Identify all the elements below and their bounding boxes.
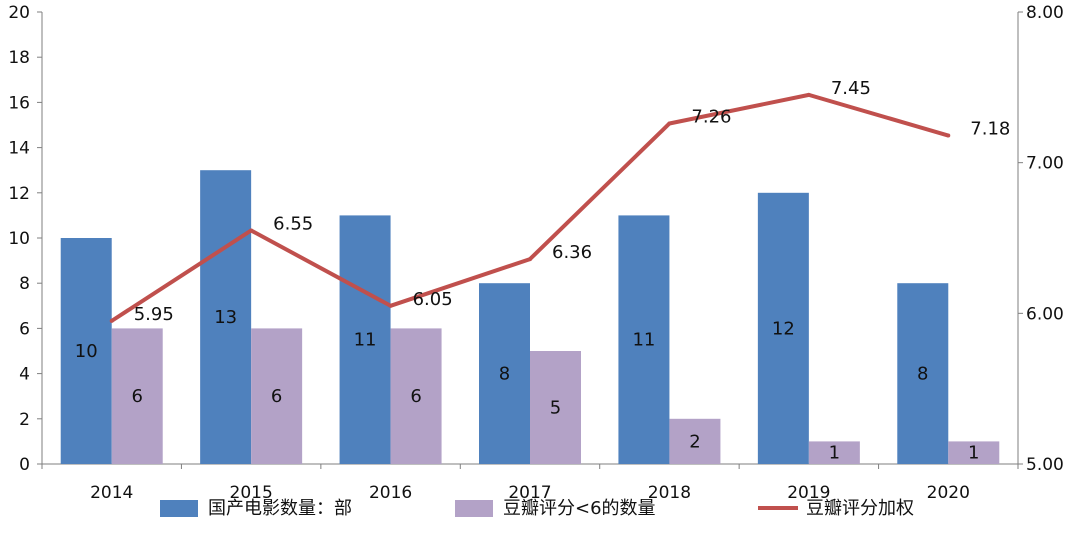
line-data-label: 6.36 [552, 242, 592, 263]
y-left-tick-label: 10 [8, 229, 30, 249]
bar [200, 170, 252, 464]
line-data-label: 7.45 [831, 78, 871, 99]
bar [60, 238, 112, 464]
y-right-tick-label: 6.00 [1026, 304, 1064, 324]
x-tick-label: 2019 [787, 483, 830, 503]
line-point [388, 303, 393, 308]
bar-data-label: 12 [772, 318, 795, 339]
bar [111, 328, 163, 464]
line-data-label: 5.95 [134, 304, 174, 325]
y-left-tick-label: 20 [8, 3, 30, 23]
bar [390, 328, 442, 464]
x-tick-label: 2018 [648, 483, 691, 503]
bar [251, 328, 303, 464]
bar-data-label: 8 [499, 364, 510, 385]
bar-data-label: 8 [917, 364, 928, 385]
x-tick-label: 2016 [369, 483, 412, 503]
bar-data-label: 2 [689, 431, 700, 452]
y-left-tick-label: 2 [19, 410, 30, 430]
y-left-tick-label: 4 [19, 365, 30, 385]
y-right-tick-label: 8.00 [1026, 3, 1064, 23]
bar [479, 283, 530, 464]
legend-swatch [160, 500, 198, 517]
bar-data-label: 1 [968, 443, 979, 464]
y-right-tick-label: 5.00 [1026, 455, 1064, 475]
bar-data-label: 6 [271, 386, 282, 407]
legend-label: 豆瓣评分<6的数量 [503, 498, 656, 519]
bar [757, 192, 809, 465]
line-series [109, 92, 951, 323]
bar-data-label: 5 [550, 398, 561, 419]
line-point [806, 92, 811, 97]
line-data-label: 6.05 [413, 289, 453, 310]
bars [60, 170, 1000, 465]
legend: 国产电影数量：部 豆瓣评分<6的数量 豆瓣评分加权 [160, 498, 914, 519]
bar [618, 215, 670, 464]
line-point [946, 133, 951, 138]
bar [339, 215, 391, 464]
line-point [528, 257, 532, 262]
bar [808, 441, 860, 464]
bar [948, 441, 1000, 464]
bar-data-label: 11 [354, 330, 377, 351]
y-left-tick-label: 8 [19, 274, 30, 294]
bar-data-label: 6 [410, 386, 421, 407]
legend-label: 豆瓣评分加权 [806, 498, 914, 519]
x-tick-label: 2015 [230, 483, 273, 503]
y-left-tick-label: 12 [8, 184, 30, 204]
bar [530, 351, 581, 464]
legend-label: 国产电影数量：部 [208, 498, 352, 519]
bar-data-label: 11 [632, 330, 655, 351]
line-point [249, 228, 254, 233]
y-right-tick-label: 7.00 [1026, 154, 1064, 174]
x-tick-label: 2020 [927, 483, 970, 503]
bar-data-label: 1 [829, 443, 840, 464]
y-left-tick-label: 6 [19, 319, 30, 339]
bar-data-label: 13 [214, 307, 237, 328]
bar-data-label: 10 [75, 341, 98, 362]
legend-swatch [455, 500, 493, 517]
bar-data-label: 6 [131, 386, 142, 407]
bar [669, 418, 721, 464]
x-tick-label: 2014 [90, 483, 133, 503]
line-data-label: 7.18 [970, 119, 1010, 140]
line-point [109, 318, 114, 323]
line-data-label: 6.55 [273, 213, 313, 234]
y-left-tick-label: 16 [8, 93, 30, 113]
bar [897, 283, 949, 464]
y-left-tick-label: 14 [8, 139, 30, 159]
line-point [667, 121, 672, 126]
line-data-label: 7.26 [691, 106, 731, 127]
y-left-tick-label: 18 [8, 48, 30, 68]
y-left-tick-label: 0 [19, 455, 30, 475]
x-tick-label: 2017 [508, 483, 551, 503]
